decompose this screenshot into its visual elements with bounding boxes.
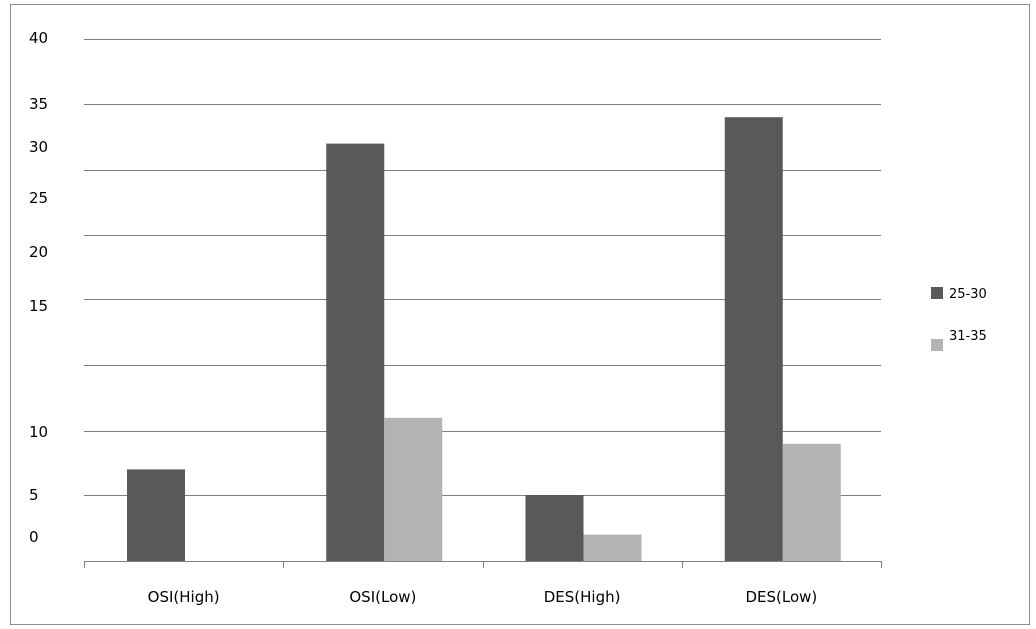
legend: 25-30 31-35	[931, 287, 987, 351]
legend-swatch	[931, 287, 943, 299]
y-tick-label: 25	[29, 189, 48, 207]
x-category-label: DES(High)	[544, 588, 621, 606]
y-tick-label: 10	[29, 423, 48, 441]
bar-series-1	[525, 495, 584, 561]
gridlines	[84, 39, 881, 496]
legend-swatch	[931, 339, 943, 351]
y-tick-label: 35	[29, 95, 48, 113]
y-tick-label: 5	[29, 486, 39, 504]
x-category-label: OSI(High)	[148, 588, 220, 606]
bar-series-2	[384, 417, 443, 561]
legend-label: 31-35	[949, 329, 987, 344]
y-tick-label: 20	[29, 243, 48, 261]
x-category-label: OSI(Low)	[349, 588, 416, 606]
bar-series-2	[583, 534, 642, 561]
x-category-label: DES(Low)	[745, 588, 817, 606]
bar-series-1	[326, 143, 385, 561]
chart-area: 40 35 30 25 20 15 10 5 0 OSI(High) OSI(Low) DES(Hi…	[10, 4, 1030, 625]
bar-series-1	[127, 469, 185, 561]
y-tick-label: 0	[29, 528, 39, 546]
y-tick-label: 15	[29, 297, 48, 315]
legend-label: 25-30	[949, 287, 987, 302]
bar-series-2	[782, 443, 841, 561]
bars	[127, 117, 841, 561]
y-axis-tick-labels: 40 35 30 25 20 15 10 5 0	[29, 29, 48, 546]
x-axis-category-labels: OSI(High) OSI(Low) DES(High) DES(Low)	[148, 588, 818, 606]
bar-series-1	[724, 117, 783, 561]
y-tick-label: 40	[29, 29, 48, 47]
y-tick-label: 30	[29, 138, 48, 156]
bar-chart: 40 35 30 25 20 15 10 5 0 OSI(High) OSI(Low) DES(Hi…	[29, 29, 987, 606]
x-axis	[84, 561, 882, 568]
